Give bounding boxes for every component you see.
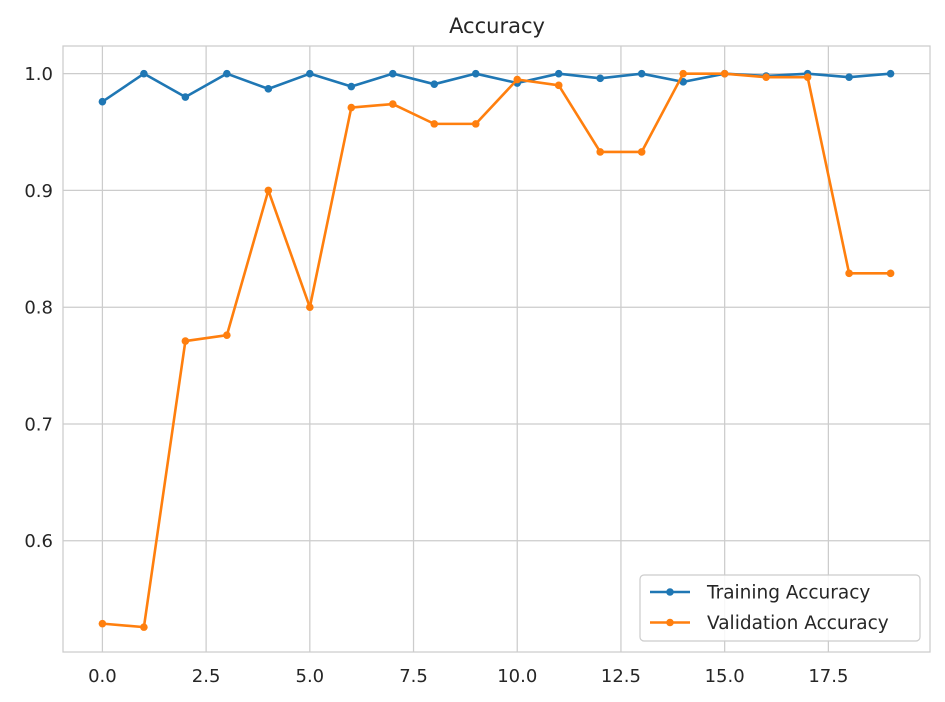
legend-entry: Validation Accuracy [650,613,889,634]
data-point [223,331,231,340]
data-point [637,148,646,156]
data-point [845,269,853,278]
data-point [513,75,522,84]
x-tick-label: 7.5 [399,666,428,687]
data-point [181,93,190,101]
data-point [140,623,148,631]
data-point [845,73,853,81]
x-tick-label: 17.5 [808,666,848,687]
y-tick-label: 0.6 [24,531,53,552]
data-point [596,74,605,83]
y-tick-label: 0.8 [24,298,53,319]
data-point [388,100,397,108]
series-line [101,72,892,629]
y-tick-label: 0.7 [24,414,53,435]
data-point [803,73,812,81]
data-point [98,97,107,106]
data-point [762,73,770,81]
data-point [720,69,729,78]
data-point [471,120,480,128]
data-point [554,81,563,90]
data-point [264,186,273,195]
data-point [181,337,190,345]
data-point [679,69,687,78]
data-point [430,120,439,128]
data-point [347,82,356,91]
data-point [347,103,356,112]
data-point [886,269,895,278]
tick-labels: 0.0 2.5 5.0 7.5 10.0 12.5 15.0 17.5 0.6 0.7 0.8 0.9… [24,64,848,687]
legend-entry: Training Accuracy [650,583,870,604]
legend-swatch-marker [666,588,674,596]
data-series [98,69,895,631]
data-point [264,85,273,93]
y-tick-label: 0.9 [24,181,53,202]
data-point [140,69,148,78]
x-tick-label: 15.0 [705,666,745,687]
legend-label: Validation Accuracy [707,613,889,634]
data-point [223,69,231,78]
legend-label: Training Accuracy [706,583,870,604]
chart-title: Accuracy [449,14,545,38]
data-point [471,69,480,78]
legend-swatch-marker [666,618,674,627]
legend-box [639,574,921,642]
data-point [306,69,314,78]
data-point [637,69,646,78]
x-tick-label: 12.5 [601,666,641,687]
series-validation-accuracy [98,69,895,631]
grid-lines [63,46,930,652]
legend: Training Accuracy Validation Accuracy [639,574,921,642]
x-tick-label: 0.0 [88,666,117,687]
data-point [554,69,563,78]
data-point [306,303,314,311]
x-tick-label: 2.5 [192,666,221,687]
data-point [886,69,895,78]
x-tick-label: 10.0 [497,666,537,687]
plot-area-frame [62,45,931,653]
data-point [430,80,439,88]
data-point [98,619,107,628]
data-point [388,69,397,78]
data-point [596,148,605,156]
x-tick-label: 5.0 [296,666,325,687]
y-tick-label: 1.0 [24,64,53,85]
